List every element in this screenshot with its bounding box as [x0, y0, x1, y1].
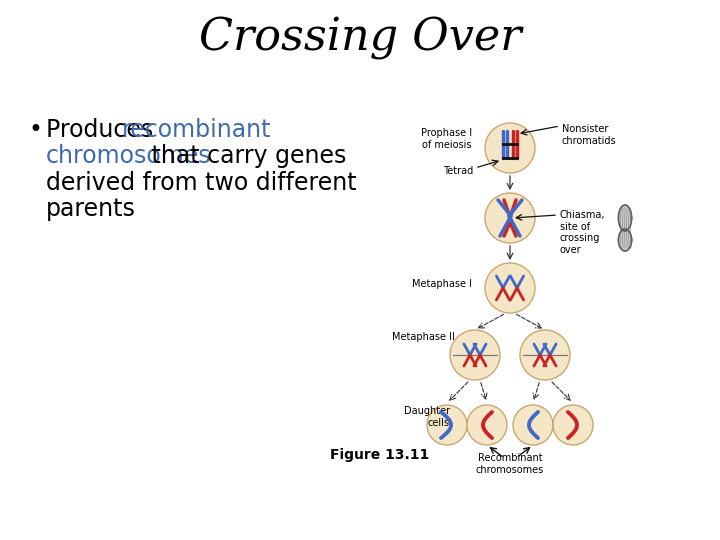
Ellipse shape — [485, 123, 535, 173]
Text: Metaphase I: Metaphase I — [412, 279, 472, 289]
Text: derived from two different: derived from two different — [46, 171, 356, 195]
Text: Crossing Over: Crossing Over — [199, 16, 521, 59]
Text: chromosomes: chromosomes — [46, 144, 212, 168]
Ellipse shape — [485, 193, 535, 243]
Text: Metaphase II: Metaphase II — [392, 332, 455, 342]
Polygon shape — [618, 229, 631, 251]
Text: Daughter
cells: Daughter cells — [404, 406, 450, 428]
Text: Nonsister
chromatids: Nonsister chromatids — [562, 124, 616, 146]
Ellipse shape — [520, 330, 570, 380]
Ellipse shape — [513, 405, 553, 445]
Ellipse shape — [553, 405, 593, 445]
Text: Produces: Produces — [46, 118, 161, 142]
Text: Recombinant
chromosomes: Recombinant chromosomes — [476, 453, 544, 475]
Text: Prophase I
of meiosis: Prophase I of meiosis — [421, 128, 472, 150]
Ellipse shape — [467, 405, 507, 445]
Text: parents: parents — [46, 197, 136, 221]
Text: Figure 13.11: Figure 13.11 — [330, 448, 430, 462]
Text: •: • — [28, 118, 42, 142]
Ellipse shape — [427, 405, 467, 445]
Text: recombinant: recombinant — [122, 118, 271, 142]
Text: Tetrad: Tetrad — [443, 166, 473, 176]
Ellipse shape — [485, 263, 535, 313]
Text: Chiasma,
site of
crossing
over: Chiasma, site of crossing over — [560, 210, 606, 255]
Text: that carry genes: that carry genes — [144, 144, 346, 168]
Polygon shape — [618, 205, 631, 231]
Ellipse shape — [450, 330, 500, 380]
